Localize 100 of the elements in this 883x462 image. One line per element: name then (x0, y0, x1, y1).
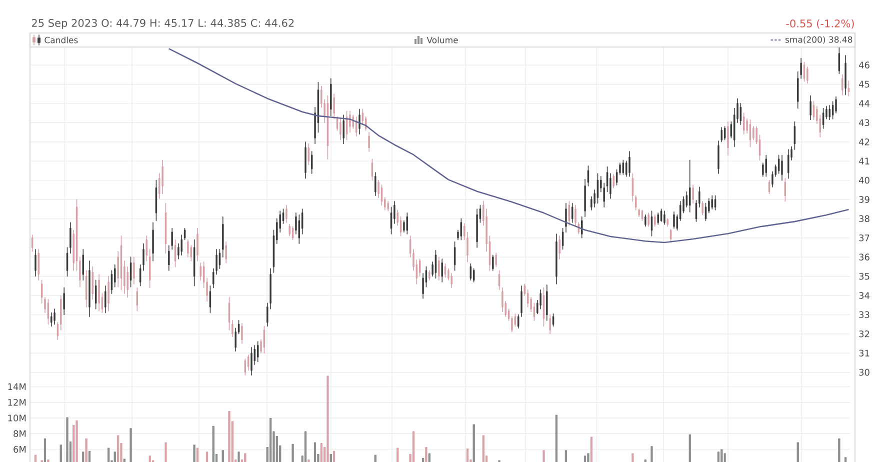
candlestick (340, 118, 342, 140)
candlestick (133, 256, 135, 284)
y-tick-label: 36 (859, 254, 870, 260)
candlestick (142, 243, 144, 271)
candlestick (711, 195, 713, 210)
candlestick (664, 210, 666, 225)
candlestick (657, 212, 659, 225)
candlestick (720, 127, 723, 142)
candlestick (256, 341, 259, 362)
candlestick (342, 114, 344, 144)
candlestick (673, 212, 675, 229)
candlestick (495, 252, 497, 268)
candlestick (556, 234, 558, 284)
candlestick (310, 151, 313, 174)
candlestick (727, 121, 729, 156)
y-tick-label: 46 (858, 62, 870, 68)
candlestick (54, 308, 56, 325)
candlestick (34, 249, 36, 277)
y-tick-label: 35 (859, 272, 870, 280)
candlestick (520, 285, 522, 318)
candlestick (108, 276, 110, 312)
candlestick (654, 214, 656, 227)
y-tick-label: 41 (858, 158, 870, 164)
y-tick-label: 32 (859, 330, 870, 338)
candlestick (168, 245, 170, 271)
candlestick (666, 218, 669, 227)
candlestick (828, 104, 831, 120)
text: -0.55 (-1.2%) (786, 19, 854, 29)
y-tick-label: 37 (859, 234, 870, 242)
y2-tick-label: 12M (8, 399, 26, 406)
candlestick (288, 224, 290, 236)
candlestick (286, 204, 288, 223)
candlestick (50, 312, 52, 327)
candlestick (330, 78, 332, 116)
candlestick (196, 228, 198, 262)
candlestick (692, 184, 694, 204)
y-tick-label: 34 (859, 292, 870, 299)
candlestick (476, 208, 478, 248)
y2-tick-label: 10M (8, 414, 26, 422)
y-tick-label: 44 (858, 100, 870, 107)
candlestick (241, 322, 243, 344)
line-series (168, 48, 850, 244)
y2-tick-label: 6M (14, 446, 26, 453)
candlestick (374, 172, 376, 196)
y-tick-label: 45 (858, 80, 870, 88)
candlestick (70, 222, 72, 254)
candlestick (250, 346, 252, 376)
y-tick-label: 30 (859, 368, 870, 376)
candlestick (98, 274, 100, 312)
y-tick-label: 38 (859, 215, 870, 222)
candlestick (136, 287, 138, 312)
legend-label: sma(200) 38.48 (785, 36, 852, 44)
y-tick-label: 31 (859, 350, 870, 356)
candlestick (428, 270, 430, 281)
candlestick (88, 260, 90, 318)
candlestick (441, 258, 443, 282)
candlestick (628, 151, 630, 177)
y-tick-label: 40 (858, 176, 870, 184)
y-tick-label: 39 (859, 196, 870, 203)
candlestick (574, 204, 576, 227)
candlestick (638, 208, 640, 218)
candlestick (244, 358, 246, 376)
candlestick (466, 232, 468, 262)
candlestick (634, 195, 637, 210)
candlestick (781, 154, 783, 181)
candlestick (546, 284, 548, 321)
y-tick-label: 43 (858, 119, 870, 126)
candlestick (387, 200, 389, 212)
candlestick (152, 222, 154, 262)
chart-subtitle: 25 Sep 2023 O: 44.79 H: 45.17 L: 44.385 C: 44.62 (32, 19, 294, 29)
candlestick (584, 178, 586, 218)
candlestick (612, 174, 615, 188)
legend-label: Candles (44, 36, 78, 44)
y2-tick-label: 14M (8, 383, 26, 390)
candlestick (171, 228, 173, 250)
candlestick (438, 256, 440, 281)
candlestick (549, 314, 551, 334)
y2-tick-label: 8M (14, 430, 26, 438)
candlestick (810, 95, 812, 120)
candlestick (742, 112, 745, 135)
candlestick (368, 132, 370, 152)
candlestick (104, 285, 106, 314)
candlestick (718, 140, 720, 174)
candlestick (492, 254, 494, 271)
y-tick-label: 33 (859, 311, 870, 318)
candlestick (222, 216, 224, 258)
candlestick (225, 241, 227, 264)
candlestick (648, 212, 650, 227)
candlestick (844, 55, 846, 96)
candlestick (688, 160, 691, 212)
candlestick (180, 234, 182, 256)
candlestick (333, 93, 335, 120)
legend-label: Volume (426, 36, 458, 44)
candlestick (565, 202, 567, 233)
candlestick (765, 154, 767, 177)
y-tick-label: 42 (858, 138, 870, 146)
candlestick (304, 141, 306, 179)
candlestick (82, 249, 84, 281)
candlestick (644, 214, 646, 227)
candlestick (232, 320, 234, 338)
